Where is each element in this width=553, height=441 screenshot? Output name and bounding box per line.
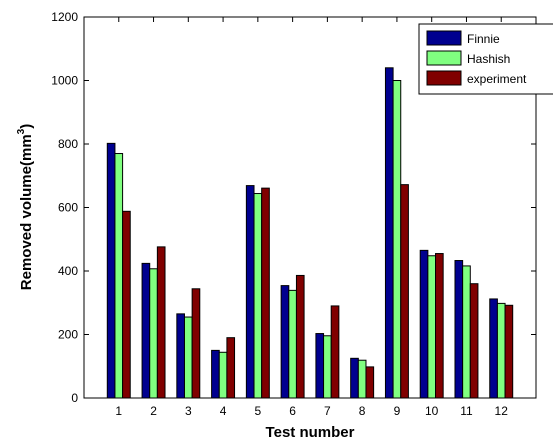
bar-hashish-3 (183, 316, 193, 399)
bar-hashish-12 (496, 302, 506, 399)
bar-experiment-12 (504, 304, 514, 399)
x-tick-label: 10 (425, 404, 439, 418)
y-tick-label: 400 (58, 264, 78, 278)
x-tick-label: 1 (115, 404, 122, 418)
x-tick-label: 3 (185, 404, 192, 418)
bar-finnie-9 (384, 67, 394, 399)
bar-finnie-5 (245, 185, 255, 399)
bar-hashish-8 (357, 359, 367, 399)
y-axis-title-superscript: 3 (16, 128, 27, 134)
x-tick-label: 11 (460, 404, 473, 418)
bar-experiment-6 (295, 274, 305, 399)
legend-swatch (426, 50, 462, 66)
legend-swatch (426, 70, 462, 86)
bar-experiment-11 (469, 283, 479, 399)
legend-label: Hashish (467, 52, 510, 66)
y-tick-label: 0 (71, 391, 78, 405)
bar-experiment-7 (330, 305, 340, 399)
bar-finnie-3 (176, 313, 185, 399)
bar-finnie-2 (141, 262, 151, 399)
bar-finnie-10 (419, 249, 429, 399)
x-tick-label: 12 (495, 404, 509, 418)
y-tick-label: 600 (58, 201, 78, 215)
bar-experiment-1 (122, 210, 131, 399)
bar-finnie-1 (106, 142, 116, 399)
bar-experiment-2 (156, 246, 166, 399)
y-tick-label: 1200 (51, 10, 78, 24)
bar-hashish-2 (149, 268, 158, 399)
legend-label: Finnie (467, 32, 500, 46)
y-tick-label: 1000 (51, 74, 78, 88)
bars (106, 67, 514, 399)
bar-finnie-12 (489, 298, 498, 399)
y-axis-title: Removed volume(mm3) (16, 124, 35, 290)
y-tick-label: 800 (58, 137, 78, 151)
y-tick-label: 200 (58, 328, 78, 342)
y-axis-title-main: Removed volume(mm (18, 134, 35, 290)
legend-label: experiment (467, 72, 527, 86)
y-axis-title-suffix: ) (18, 124, 35, 129)
bar-hashish-4 (218, 351, 228, 399)
x-tick-label: 4 (220, 404, 227, 418)
bar-finnie-4 (211, 349, 220, 399)
bar-hashish-11 (462, 265, 471, 399)
bar-finnie-8 (350, 357, 359, 399)
x-tick-label: 2 (150, 404, 157, 418)
bar-hashish-10 (427, 255, 437, 399)
x-axis-title: Test number (266, 424, 355, 441)
bar-experiment-3 (191, 288, 201, 399)
x-tick-label: 9 (394, 404, 401, 418)
bar-finnie-6 (280, 285, 290, 399)
x-tick-label: 6 (289, 404, 296, 418)
x-tick-label: 7 (324, 404, 331, 418)
bar-hashish-6 (288, 289, 297, 399)
bar-hashish-5 (253, 193, 263, 399)
bar-experiment-8 (365, 366, 375, 399)
x-tick-label: 8 (359, 404, 366, 418)
x-tick-label: 5 (255, 404, 262, 418)
bar-experiment-10 (435, 253, 444, 399)
bar-experiment-5 (261, 187, 270, 399)
legend: Finnie Hashish experiment (418, 23, 553, 95)
legend-swatch (426, 30, 462, 46)
bar-experiment-4 (226, 337, 236, 399)
bar-experiment-9 (400, 184, 409, 399)
bar-finnie-11 (454, 260, 464, 399)
bar-finnie-7 (315, 333, 325, 399)
bar-hashish-1 (114, 153, 124, 399)
bar-hashish-7 (323, 335, 332, 399)
bar-hashish-9 (392, 80, 402, 399)
